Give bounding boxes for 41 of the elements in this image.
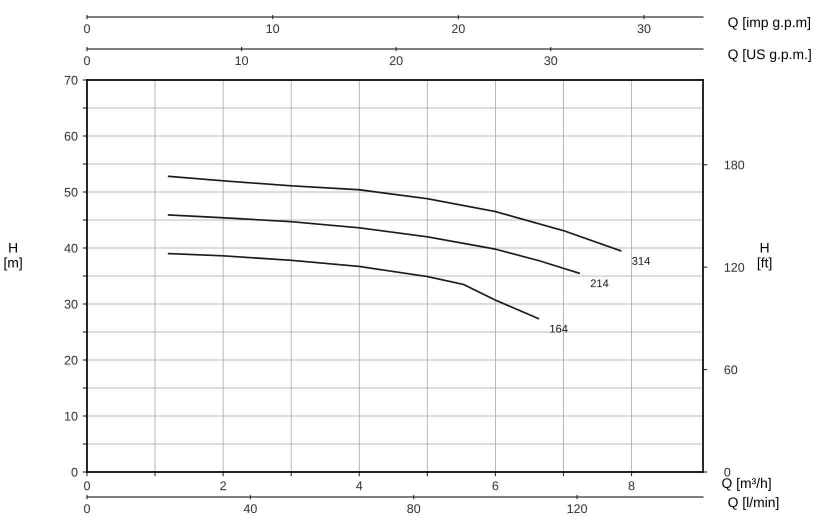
text: 0	[84, 504, 90, 514]
y2-tick-label: 0	[724, 468, 730, 477]
x-axis-title: Q [m³/h]	[722, 478, 771, 491]
y-tick-label: 70	[64, 76, 78, 85]
text: Q [imp g.p.m]	[728, 17, 810, 30]
text: 40	[244, 504, 257, 514]
series-label: 214	[590, 279, 608, 288]
text: 10	[266, 24, 280, 34]
y-tick-label: 0	[72, 468, 78, 477]
y-axis-title: H [m]	[4, 242, 22, 270]
x2-tick-label: 20	[390, 56, 403, 66]
y-tick-label: 20	[64, 356, 78, 365]
line-series	[168, 252, 540, 320]
y-tick-label: 50	[64, 188, 78, 197]
y-tick-label: 60	[64, 132, 78, 141]
text: 20	[452, 24, 465, 34]
line-series	[168, 175, 622, 252]
x2-tick-label: 10	[236, 56, 248, 66]
text: Q [l/min]	[728, 497, 778, 510]
x2-axis-title: Q [US g.p.m.]	[728, 49, 811, 62]
series-label: 164	[550, 324, 568, 333]
text: 30	[638, 24, 650, 34]
y-tick-label: 40	[64, 244, 78, 253]
y-tick-label: 10	[65, 412, 78, 421]
x2-tick-label: 30	[544, 56, 558, 66]
x-tick-label: 4	[356, 481, 362, 490]
x2-tick-label: 0	[84, 56, 90, 66]
x-tick-label: 8	[628, 481, 634, 490]
y2-axis-title: H [ft]	[758, 242, 772, 270]
x-tick-label: 6	[492, 481, 498, 490]
text: 80	[407, 504, 420, 514]
series-label: 314	[632, 257, 650, 265]
x-tick-label: 0	[84, 481, 90, 490]
y2-tick-label: 180	[724, 160, 744, 170]
x-tick-label: 2	[220, 481, 226, 490]
y2-tick-label: 120	[724, 262, 744, 272]
y-tick-label: 30	[64, 300, 78, 309]
line-series	[168, 214, 580, 274]
text: 0	[84, 24, 90, 34]
text: 120	[568, 504, 588, 514]
y2-tick-label: 60	[724, 365, 738, 374]
